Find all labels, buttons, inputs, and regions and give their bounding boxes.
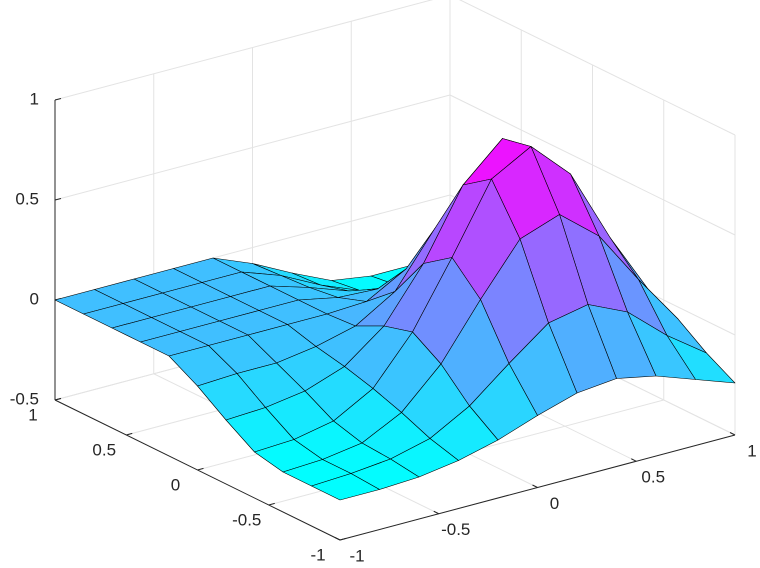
x-tick-label: 0.5 [641,468,665,487]
y-tick-mark [268,502,275,506]
z-tick-label: 1 [30,89,39,108]
grid-line [449,94,736,236]
z-tick-label: 0 [30,289,39,308]
y-tick-label: -1 [310,545,325,564]
x-tick-mark [334,537,341,541]
grid-line [459,0,736,136]
z-tick-mark [54,198,62,201]
y-tick-label: 0.5 [92,440,116,459]
y-tick-mark [197,467,204,471]
grid-line [54,94,451,201]
x-tick-mark [532,484,538,488]
y-tick-label: 0 [171,475,180,494]
y-tick-mark [339,537,347,541]
z-tick-mark [54,98,62,101]
y-tick-label: 1 [28,405,37,424]
x-tick-label: 1 [747,441,756,460]
surface-patch [311,473,380,501]
x-tick-label: -1 [349,546,364,565]
x-tick-mark [433,510,439,515]
y-tick-mark [126,432,133,436]
z-tick-mark [54,398,62,401]
z-tick-label: -0.5 [10,389,39,408]
x-tick-mark [729,432,736,436]
x-tick-mark [631,458,637,462]
x-tick-label: -0.5 [441,520,470,539]
grid-line [54,0,434,101]
z-tick-label: 0.5 [15,189,39,208]
y-tick-label: -0.5 [232,510,261,529]
x-tick-label: 0 [550,494,559,513]
